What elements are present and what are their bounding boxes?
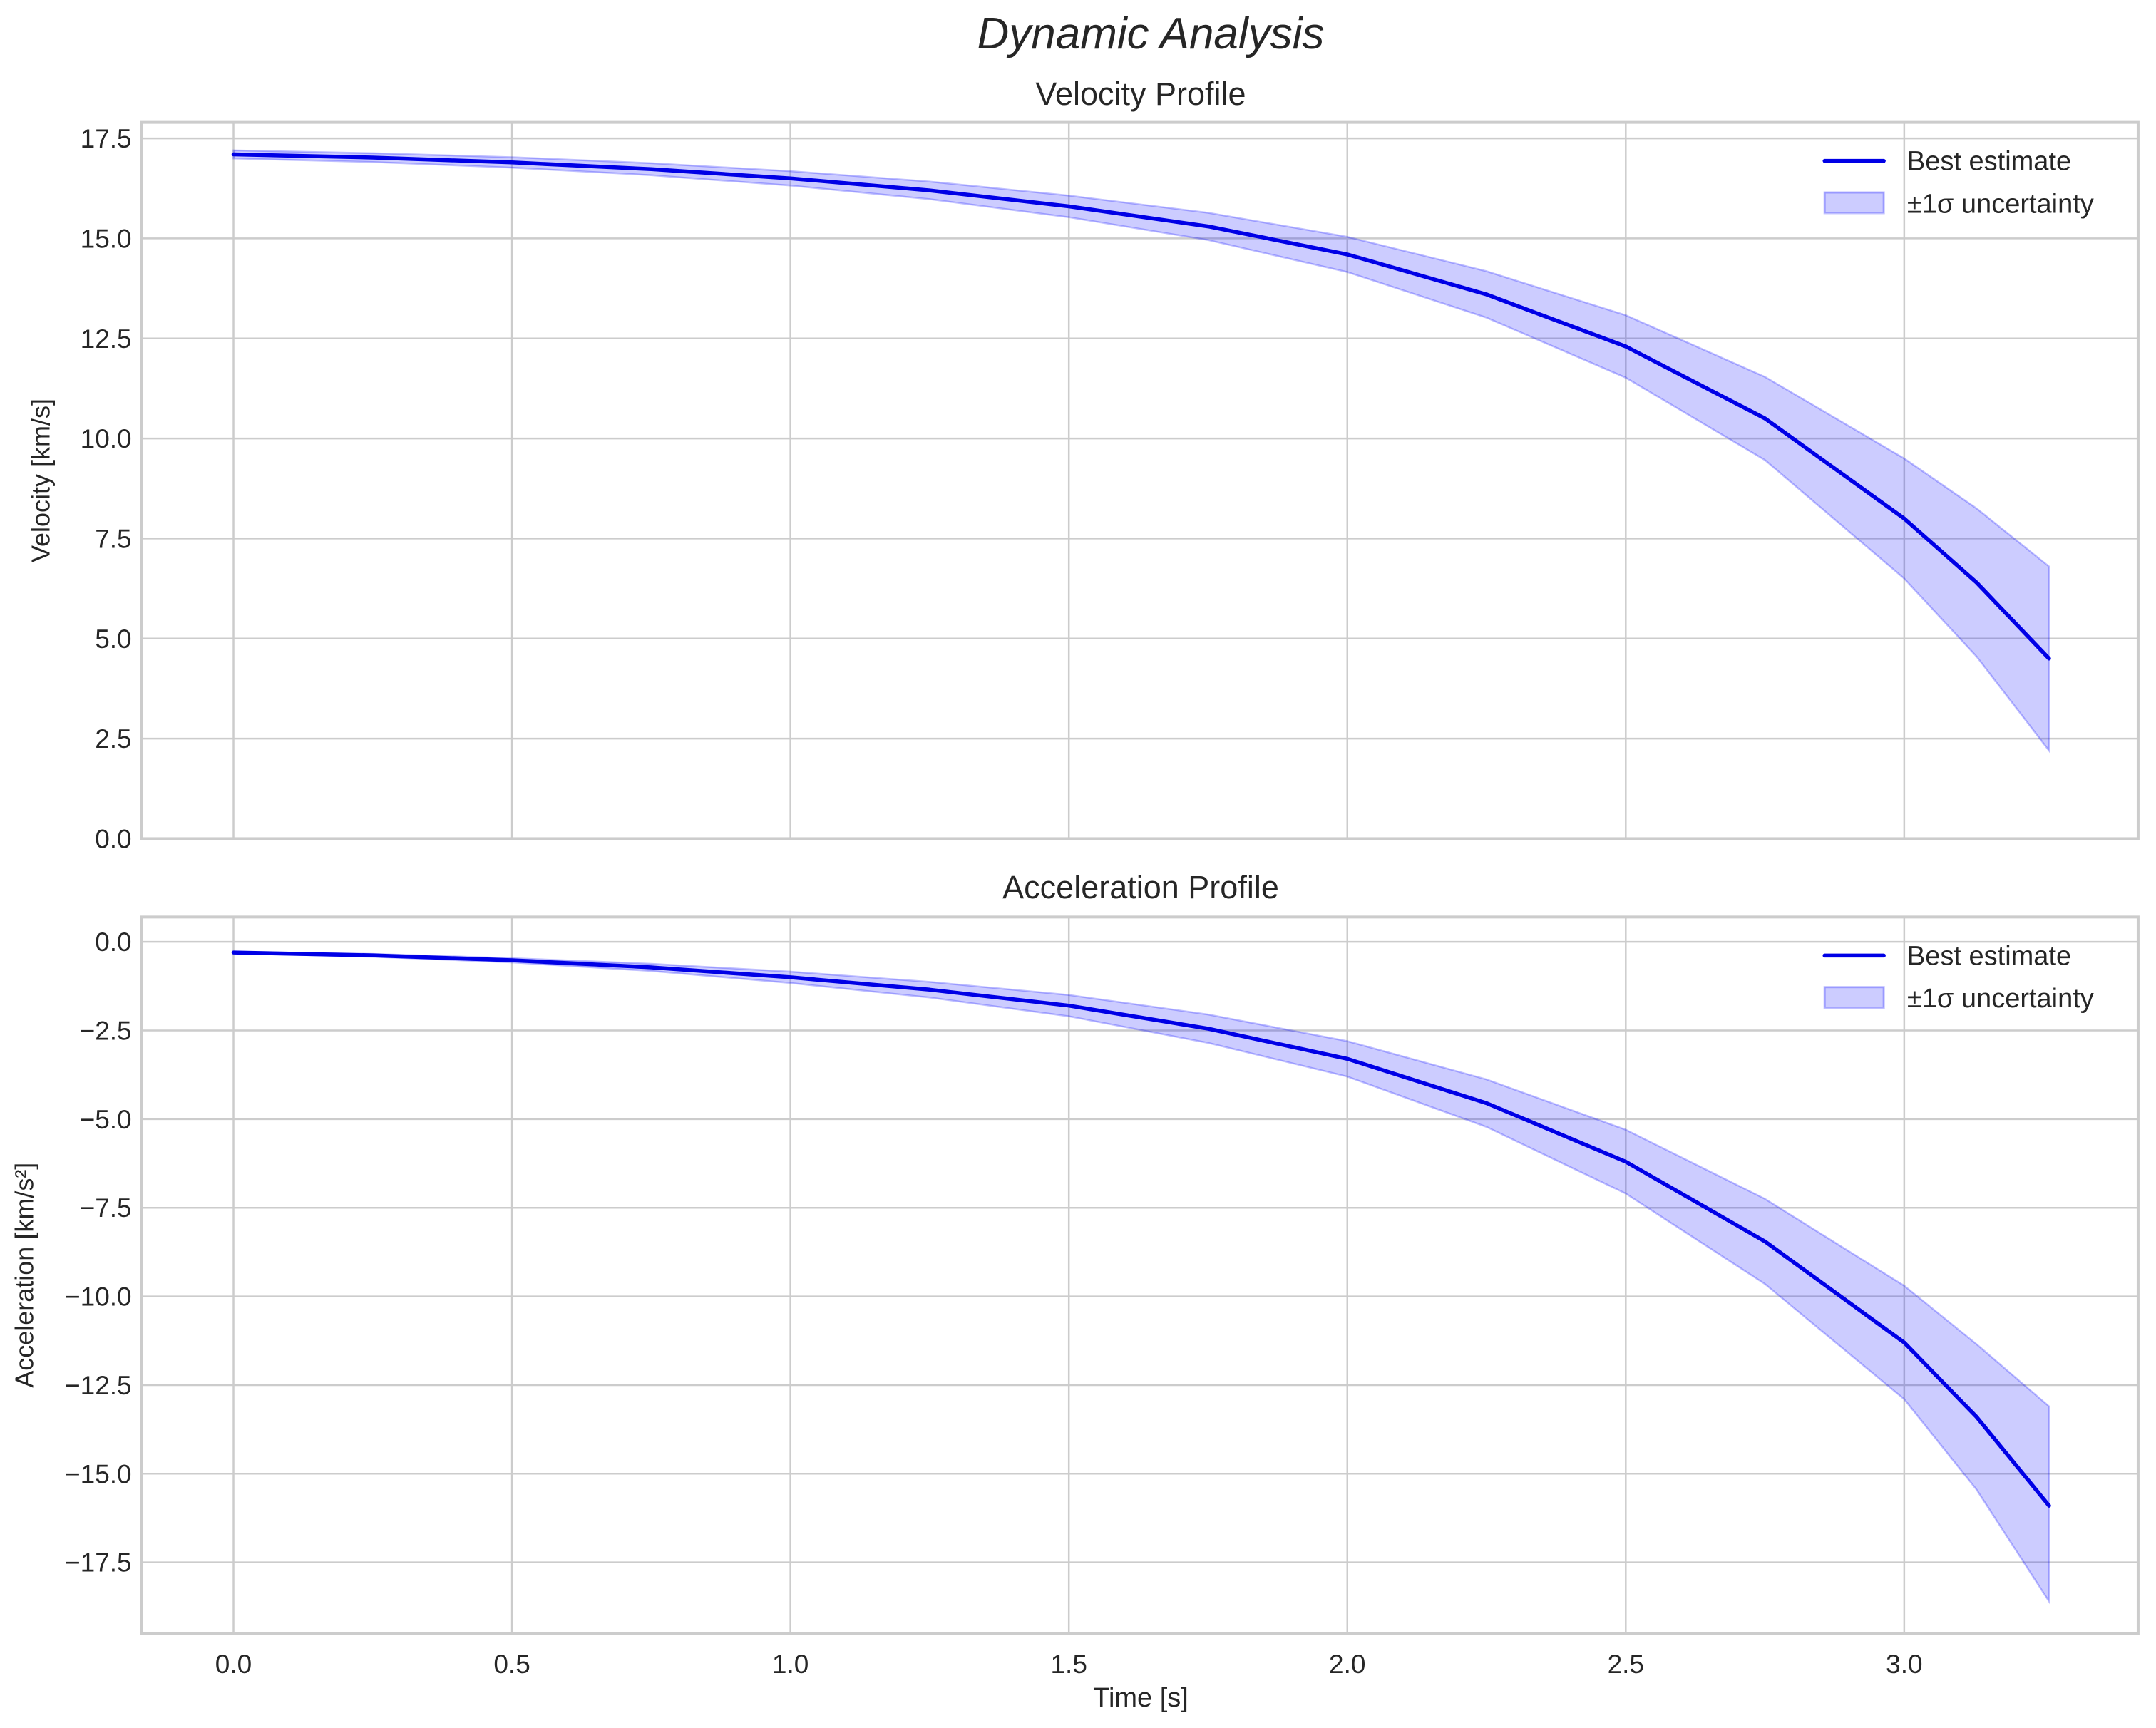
legend-best-estimate-label: Best estimate [1907,941,2071,971]
y-tick-label: 5.0 [95,624,131,654]
legend-uncertainty-label: ±1σ uncertainty [1907,984,2094,1014]
velocity-y-axis-label: Velocity [km/s] [26,398,55,562]
legend-band-swatch-icon [1823,986,1885,1009]
y-tick-label: −17.5 [65,1548,132,1578]
acceleration-uncertainty-band [232,950,2050,1605]
velocity-axes-frame [140,120,2140,840]
y-tick-label: 2.5 [95,724,131,754]
axes-spine [140,120,2140,840]
velocity-axes: Velocity Profile 0.0 2.5 5.0 7.5 10.0 12.5 15.… [26,76,2140,853]
acceleration-axes: Acceleration Profile 0.0 −2.5 −5.0 −7.5 −10.… [9,869,2140,1713]
acceleration-best-estimate-line [231,950,2051,1508]
y-tick-label: −2.5 [80,1017,132,1046]
y-tick-label: −12.5 [65,1371,132,1400]
best-estimate-line [231,950,2051,1508]
x-axis-label: Time [s] [1093,1683,1189,1713]
x-tick-label: 2.5 [1608,1650,1644,1679]
x-tick-label: 3.0 [1886,1650,1922,1679]
velocity-best-estimate-line [231,152,2051,661]
legend-uncertainty-label: ±1σ uncertainty [1907,189,2094,219]
y-tick-label: −10.0 [65,1282,132,1312]
velocity-grid [141,122,2138,840]
y-tick-label: 17.5 [81,124,132,153]
y-tick-label: −15.0 [65,1459,132,1488]
velocity-uncertainty-band [232,149,2050,754]
y-tick-label: 12.5 [81,324,132,354]
y-tick-label: −5.0 [80,1105,132,1134]
x-tick-label: 0.5 [493,1650,530,1679]
acceleration-axes-frame [140,915,2140,1635]
y-tick-label: 7.5 [95,524,131,553]
legend-best-estimate-label: Best estimate [1907,147,2071,177]
legend-band-swatch-icon [1823,191,1885,215]
y-tick-label: 15.0 [81,224,132,253]
velocity-axes-title: Velocity Profile [1035,76,1246,112]
x-tick-label: 1.0 [772,1650,808,1679]
acceleration-grid [141,917,2138,1634]
best-estimate-line [231,152,2051,661]
velocity-y-tick-labels: 0.0 2.5 5.0 7.5 10.0 12.5 15.0 17.5 [81,124,132,853]
velocity-legend: Best estimate ±1σ uncertainty [1822,147,2094,219]
acceleration-axes-title: Acceleration Profile [1002,869,1279,905]
acceleration-x-tick-labels: 0.0 0.5 1.0 1.5 2.0 2.5 3.0 [215,1650,1923,1679]
y-tick-label: 10.0 [81,424,132,453]
figure-title: Dynamic Analysis [977,9,1325,58]
y-tick-label: 0.0 [95,927,131,957]
uncertainty-band [232,950,2050,1605]
acceleration-y-axis-label: Acceleration [km/s²] [9,1163,38,1388]
x-tick-label: 2.0 [1329,1650,1365,1679]
acceleration-legend: Best estimate ±1σ uncertainty [1822,941,2094,1014]
axes-spine [140,915,2140,1635]
y-tick-label: 0.0 [95,824,131,853]
uncertainty-band [232,149,2050,754]
y-tick-label: −7.5 [80,1193,132,1223]
x-tick-label: 0.0 [215,1650,252,1679]
x-tick-label: 1.5 [1050,1650,1087,1679]
acceleration-y-tick-labels: 0.0 −2.5 −5.0 −7.5 −10.0 −12.5 −15.0 −17.5 [65,927,132,1577]
